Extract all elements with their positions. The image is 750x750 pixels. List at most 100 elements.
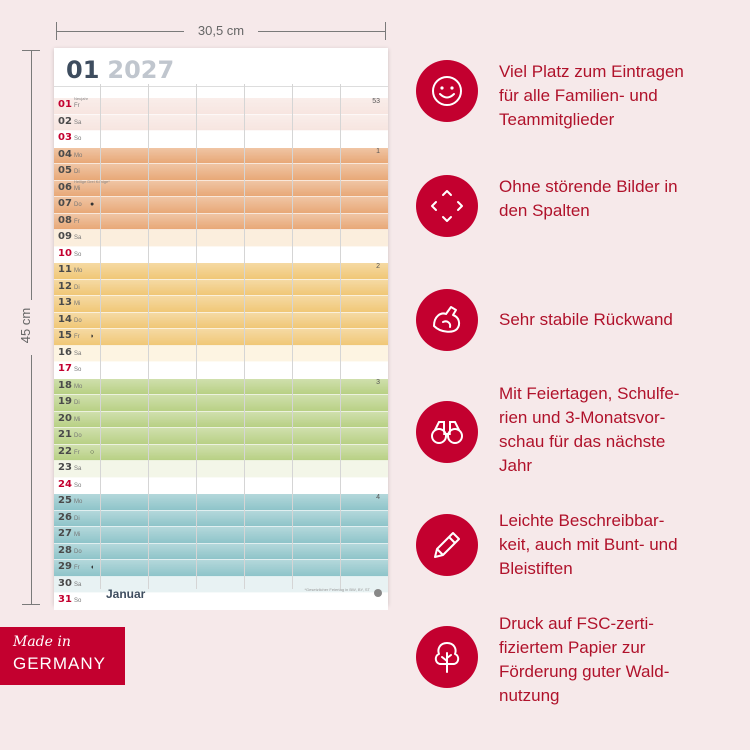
day-number: 19 <box>58 396 72 407</box>
day-number: 18 <box>58 379 72 391</box>
day-number: 17 <box>58 363 72 374</box>
smiley-icon <box>416 60 478 122</box>
weekday: Mo <box>74 499 83 505</box>
day-row: 09 Sa <box>54 230 388 247</box>
day-row: 25 Mo 4 <box>54 494 388 511</box>
month-name: Januar <box>106 587 146 601</box>
holiday-note: Neujahr <box>74 96 89 101</box>
day-row: 08 Fr <box>54 213 388 230</box>
day-number: 23 <box>58 462 72 473</box>
day-row: 22 Fr ○ <box>54 444 388 461</box>
day-row: 11 Mo 2 <box>54 263 388 280</box>
weekday: So <box>74 251 82 258</box>
feature-text: Leichte Beschreibbar- keit, auch mit Bun… <box>499 511 678 578</box>
day-row: 03 So <box>54 131 388 148</box>
day-number: 30 <box>58 577 72 589</box>
day-number: 04 <box>58 148 72 160</box>
feature-text: Viel Platz zum Eintragen für alle Famili… <box>499 62 684 129</box>
holiday-footnote: *Gesetzlicher Feiertag in BW, BY, ST <box>304 587 370 592</box>
weekday: Sa <box>74 581 82 588</box>
day-row: 29 Fr ◖ <box>54 560 388 577</box>
month-number: 01 <box>66 56 100 84</box>
day-row: 26 Di <box>54 510 388 527</box>
week-number: 2 <box>376 263 380 270</box>
day-number: 08 <box>58 214 72 226</box>
day-row: 28 Do <box>54 543 388 560</box>
tree-icon <box>416 626 478 688</box>
week-number: 4 <box>376 494 380 501</box>
day-row: 30 Sa <box>54 576 388 593</box>
weekday: Fr <box>74 218 80 225</box>
day-rows: 01 Fr Neujahr 53 02 Sa 03 So 04 Mo 1 05 Di 06 Mi Heilig… <box>54 96 388 610</box>
day-number: 31 <box>58 594 72 605</box>
day-number: 26 <box>58 511 72 523</box>
day-row: 15 Fr ◗ <box>54 329 388 346</box>
week-number: 3 <box>376 378 380 386</box>
weekday: Fr <box>74 334 80 340</box>
badge-line1: Made in <box>13 634 71 650</box>
weekday: So <box>74 136 82 142</box>
day-row: 24 So <box>54 477 388 494</box>
day-number: 25 <box>58 495 72 506</box>
day-row: 07 Do ● <box>54 197 388 214</box>
moon-phase-icon: ◖ <box>90 564 95 571</box>
weekday: Di <box>74 515 80 522</box>
strong-arm-icon <box>416 289 478 351</box>
weekday: Do <box>74 548 82 555</box>
weekday: So <box>74 482 82 489</box>
day-row: 13 Mi <box>54 296 388 313</box>
day-row: 01 Fr Neujahr 53 <box>54 96 388 115</box>
weekday: Do <box>74 433 82 439</box>
feature-text: Sehr stabile Rückwand <box>499 310 673 329</box>
day-number: 29 <box>58 561 72 572</box>
weekday: Sa <box>74 350 82 357</box>
calendar-footer: Januar *Gesetzlicher Feiertag in BW, BY,… <box>54 585 388 605</box>
day-row: 14 Do <box>54 312 388 329</box>
height-label: 45 cm <box>18 307 34 344</box>
moon-phase-icon: ◗ <box>90 333 95 340</box>
moon-phase-icon: ● <box>90 201 95 208</box>
day-number: 10 <box>58 247 72 259</box>
day-number: 14 <box>58 313 72 325</box>
feature-text: Mit Feiertagen, Schulfe- rien und 3-Mona… <box>499 384 680 475</box>
day-number: 12 <box>58 280 72 292</box>
width-dimension: 30,5 cm <box>56 22 386 40</box>
day-number: 07 <box>58 198 72 209</box>
weekday: Fr <box>74 449 80 456</box>
day-row: 02 Sa <box>54 114 388 131</box>
made-in-germany-badge: Made in GERMANY <box>0 627 125 685</box>
weekday: Sa <box>74 119 82 126</box>
day-number: 15 <box>58 330 72 341</box>
day-row: 20 Mi <box>54 411 388 428</box>
weekday: Mi <box>74 301 81 307</box>
calendar-header: 01 2027 <box>66 56 174 90</box>
week-number: 1 <box>376 147 380 155</box>
day-number: 27 <box>58 528 72 539</box>
day-row: 05 Di <box>54 164 388 181</box>
day-row: 21 Do <box>54 428 388 445</box>
day-row: 27 Mi <box>54 527 388 544</box>
weekday: Di <box>74 400 80 406</box>
day-number: 22 <box>58 445 72 457</box>
day-number: 20 <box>58 412 72 424</box>
day-number: 16 <box>58 346 72 358</box>
day-number: 11 <box>58 264 72 275</box>
weekday: Sa <box>74 235 82 241</box>
day-row: 12 Di <box>54 279 388 296</box>
day-number: 03 <box>58 132 72 143</box>
publisher-logo-icon <box>374 589 382 597</box>
weekday: Sa <box>74 466 82 472</box>
feature-text: Ohne störende Bilder in den Spalten <box>499 177 678 220</box>
day-number: 01 <box>58 99 72 110</box>
weekday: So <box>74 598 82 604</box>
day-number: 09 <box>58 231 72 242</box>
weekday: Mo <box>74 383 83 390</box>
day-row: 17 So <box>54 362 388 379</box>
weekday: Di <box>74 169 80 175</box>
moon-phase-icon: ○ <box>90 448 95 456</box>
week-number: 53 <box>372 98 380 105</box>
day-number: 21 <box>58 429 72 440</box>
badge-line2: GERMANY <box>13 654 106 673</box>
weekday: Fr <box>74 565 80 571</box>
weekday: Fr <box>74 103 80 109</box>
